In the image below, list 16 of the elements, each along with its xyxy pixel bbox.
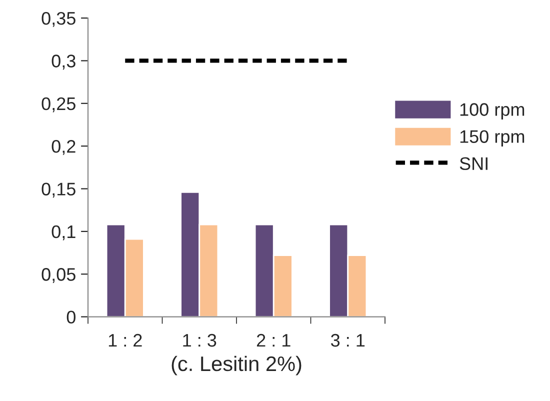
y-tick-label: 0,3 [52, 54, 76, 70]
y-tick-label: 0,35 [42, 12, 76, 27]
legend-label: SNI [460, 157, 488, 170]
x-tick-label: 1 : 3 [183, 334, 216, 347]
y-tick-label: 0,2 [52, 140, 76, 155]
y-tick-label: 0 [66, 310, 76, 324]
y-tick-label: 0,15 [42, 182, 76, 198]
y-tick-label: 0,1 [52, 225, 76, 240]
x-tick-label: 1 : 2 [108, 334, 142, 347]
x-tick-label: 2 : 1 [256, 334, 290, 347]
x-axis-title: (c. Lesitin 2%) [172, 356, 302, 376]
y-tick-label: 0,05 [42, 268, 76, 283]
x-tick-label: 3 : 1 [331, 334, 365, 347]
y-tick-label: 0,25 [42, 97, 76, 112]
legend-label: 150 rpm [460, 130, 524, 147]
legend-label: 100 rpm [460, 103, 524, 120]
